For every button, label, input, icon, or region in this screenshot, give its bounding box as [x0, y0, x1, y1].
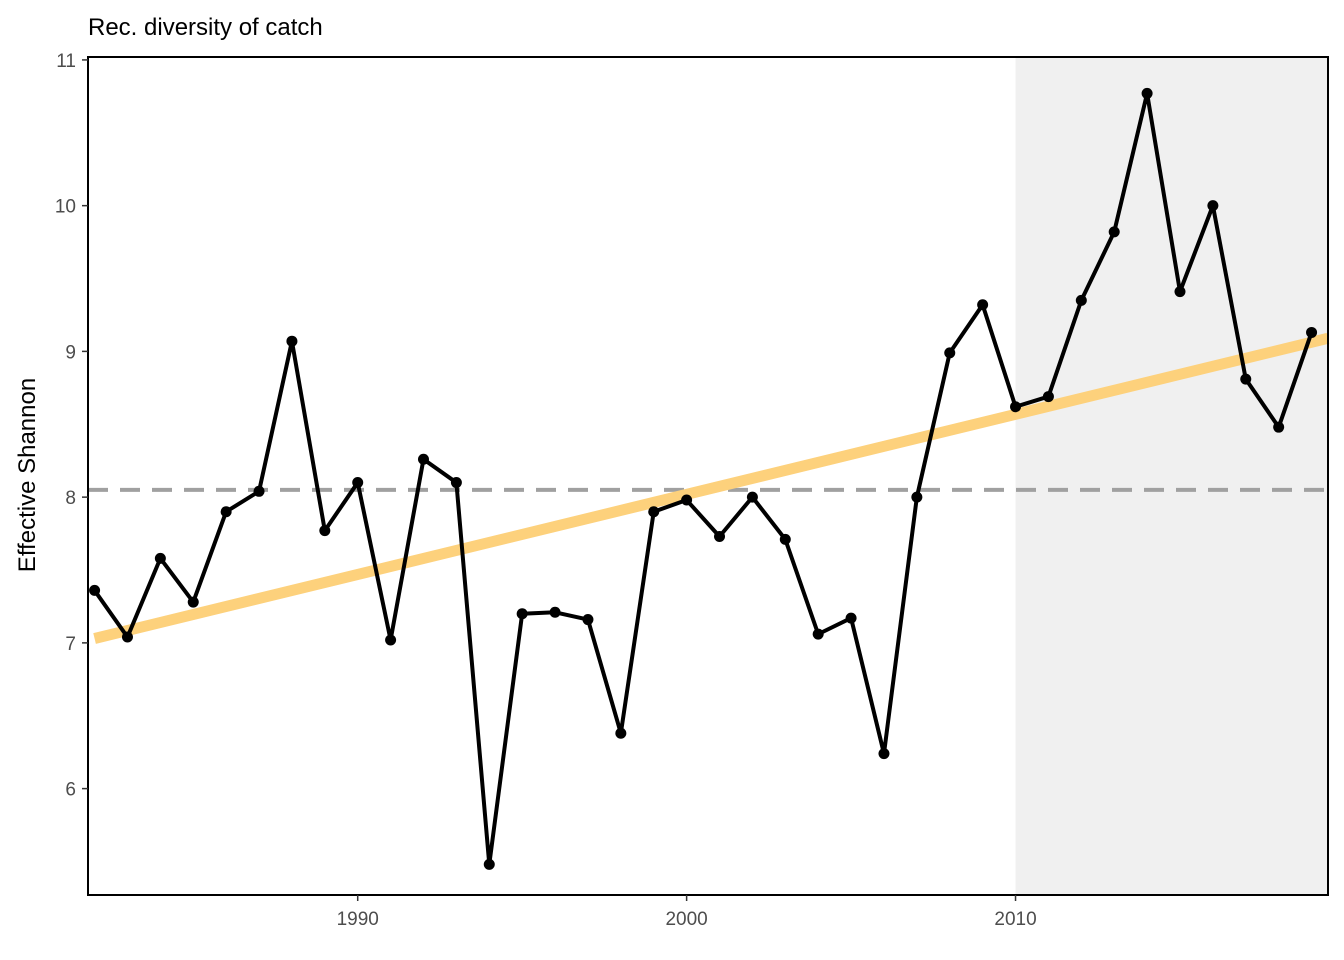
data-point — [286, 335, 298, 347]
y-tick-label: 8 — [65, 488, 76, 509]
data-point — [878, 748, 890, 760]
data-point — [1141, 87, 1153, 99]
data-point — [779, 533, 791, 545]
data-point — [977, 299, 989, 311]
trend-line — [93, 332, 1330, 644]
data-point — [1240, 373, 1252, 385]
data-point — [154, 552, 166, 564]
y-axis-label: Effective Shannon — [14, 378, 41, 572]
shaded-region — [1015, 57, 1328, 895]
data-point — [1075, 294, 1087, 306]
data-point — [385, 634, 397, 646]
data-point — [220, 506, 232, 518]
data-point — [1108, 226, 1120, 238]
panel-border — [87, 56, 1329, 896]
data-point — [911, 491, 923, 503]
data-point — [417, 453, 429, 465]
data-point — [319, 525, 331, 537]
data-point — [615, 727, 627, 739]
x-tick-label: 1990 — [337, 909, 379, 930]
y-tick-label: 11 — [56, 51, 76, 72]
y-tick-label: 7 — [65, 634, 76, 655]
data-point — [714, 530, 726, 542]
plot-area: 6 7 8 9 10 11 1990 2000 2010 — [55, 51, 1330, 930]
data-point — [746, 491, 758, 503]
chart-title: Rec. diversity of catch — [88, 14, 323, 41]
data-point — [450, 477, 462, 489]
data-point — [944, 347, 956, 359]
data-point — [845, 612, 857, 624]
data-point — [1273, 421, 1285, 433]
data-point — [1207, 200, 1219, 212]
x-tick-label: 2010 — [994, 909, 1036, 930]
series-line — [92, 91, 1314, 867]
x-tick-label: 2000 — [665, 909, 707, 930]
y-tick-label: 9 — [65, 342, 76, 363]
data-point — [483, 858, 495, 870]
data-point — [1042, 391, 1054, 403]
data-point — [187, 596, 199, 608]
data-point — [1174, 286, 1186, 298]
data-point — [516, 608, 528, 620]
data-point — [681, 494, 693, 506]
data-point — [582, 614, 594, 626]
y-tick-label: 10 — [55, 197, 76, 218]
data-point — [648, 506, 660, 518]
data-point — [812, 628, 824, 640]
data-point — [1010, 401, 1022, 413]
data-point — [549, 606, 561, 618]
data-point — [253, 485, 265, 497]
data-point — [121, 631, 133, 643]
y-tick-label: 6 — [65, 780, 76, 801]
data-point — [352, 477, 364, 489]
data-point — [89, 584, 101, 596]
data-point — [1306, 326, 1318, 338]
